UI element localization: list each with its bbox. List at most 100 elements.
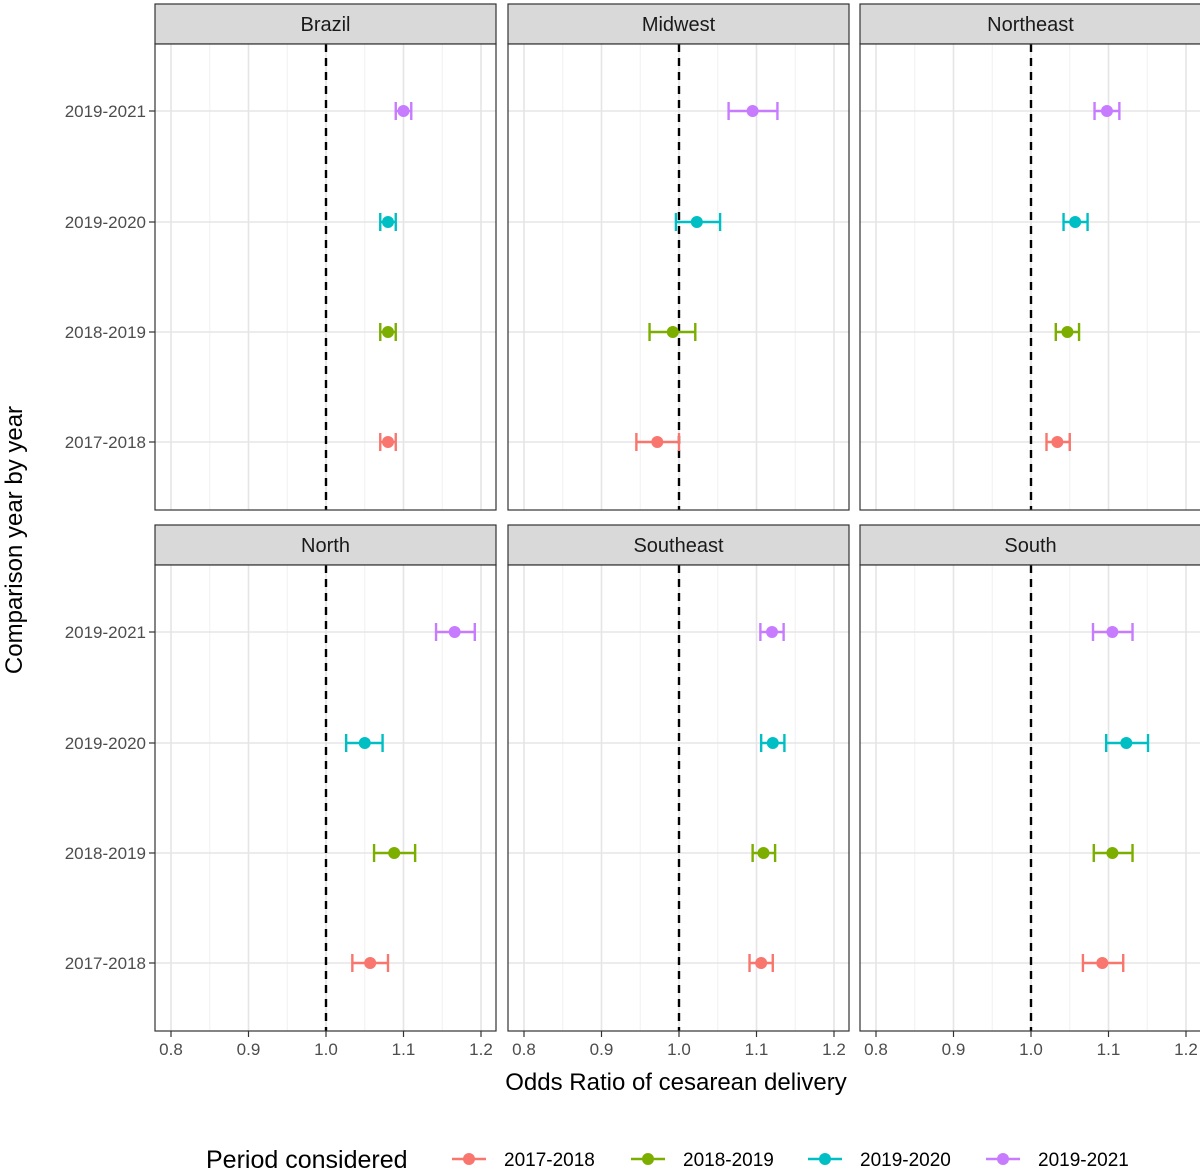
- x-tick-label: 1.2: [469, 1040, 493, 1059]
- panel-border: [154, 43, 497, 511]
- estimate-2017-2018: [635, 433, 681, 451]
- estimate-2019-2020: [379, 213, 397, 231]
- point-estimate: [766, 626, 778, 638]
- estimate-2019-2020: [759, 734, 786, 752]
- legend-label: 2017-2018: [504, 1150, 595, 1171]
- estimate-2017-2018: [748, 954, 774, 972]
- point-estimate: [382, 326, 394, 338]
- point-estimate: [1106, 626, 1119, 638]
- x-tick-label: 1.1: [392, 1040, 416, 1059]
- point-estimate: [388, 847, 401, 859]
- estimate-2019-2021: [434, 623, 476, 641]
- point-estimate: [382, 216, 394, 228]
- x-tick-label: 0.8: [512, 1040, 536, 1059]
- point-estimate: [746, 105, 759, 117]
- y-tick-label: 2017-2018: [65, 433, 146, 452]
- legend-key-2019-2020: 2019-2020: [808, 1150, 951, 1171]
- estimate-2019-2020: [344, 734, 384, 752]
- point-estimate: [1051, 436, 1064, 448]
- estimate-2017-2018: [1081, 954, 1125, 972]
- point-estimate: [448, 626, 461, 638]
- x-tick-label: 1.1: [1097, 1040, 1121, 1059]
- point-estimate: [766, 737, 779, 749]
- x-tick-label: 0.9: [590, 1040, 614, 1059]
- y-tick-label: 2019-2020: [65, 734, 146, 753]
- estimate-2018-2019: [751, 844, 777, 862]
- facet-panels: Brazil 2017-2018 2018-2019 2019-2020 2019-20…: [65, 3, 1200, 1059]
- x-tick-label: 1.1: [745, 1040, 769, 1059]
- y-tick-label: 2018-2019: [65, 844, 146, 863]
- y-tick-label: 2019-2021: [65, 623, 146, 642]
- estimate-2018-2019: [1092, 844, 1134, 862]
- panel-northeast: Northeast: [859, 3, 1200, 511]
- strip-label: South: [1004, 535, 1056, 557]
- point-estimate: [651, 436, 664, 448]
- estimate-2017-2018: [351, 954, 390, 972]
- panel-south: South 0.8 0.9 1.0 1.1 1.2: [859, 524, 1200, 1059]
- legend-point: [463, 1153, 475, 1165]
- strip-background: [154, 3, 497, 45]
- x-tick-label: 1.0: [314, 1040, 338, 1059]
- panel-border: [859, 43, 1200, 511]
- estimate-2018-2019: [648, 323, 697, 341]
- strip-label: Midwest: [642, 14, 716, 36]
- panel-midwest: Midwest: [507, 3, 850, 511]
- legend-title: Period considered: [206, 1146, 408, 1172]
- point-estimate: [397, 105, 410, 117]
- point-estimate: [755, 957, 768, 969]
- y-tick-label: 2019-2020: [65, 213, 146, 232]
- estimate-2019-2021: [1093, 102, 1121, 120]
- x-axis-title: Odds Ratio of cesarean delivery: [505, 1069, 847, 1096]
- estimate-2019-2021: [1091, 623, 1134, 641]
- estimate-2019-2021: [759, 623, 785, 641]
- point-estimate: [757, 847, 770, 859]
- x-tick-label: 1.0: [1019, 1040, 1043, 1059]
- legend-label: 2019-2021: [1038, 1150, 1129, 1171]
- point-estimate: [382, 436, 394, 448]
- strip-label: Southeast: [633, 535, 724, 557]
- strip-background: [859, 3, 1200, 45]
- point-estimate: [1069, 216, 1082, 228]
- estimate-2019-2021: [394, 102, 413, 120]
- strip-label: North: [301, 535, 350, 557]
- point-estimate: [358, 737, 371, 749]
- x-tick-label: 1.2: [822, 1040, 846, 1059]
- strip-background: [507, 524, 850, 566]
- legend-point: [997, 1153, 1009, 1165]
- point-estimate: [690, 216, 703, 228]
- legend: Period considered 2017-2018 2018-2019 2019…: [206, 1146, 1129, 1172]
- legend-point: [642, 1153, 654, 1165]
- strip-background: [507, 3, 850, 45]
- x-tick-label: 0.9: [942, 1040, 966, 1059]
- legend-key-2017-2018: 2017-2018: [452, 1150, 595, 1171]
- x-tick-label: 0.8: [159, 1040, 183, 1059]
- legend-label: 2018-2019: [683, 1150, 774, 1171]
- x-tick-label: 1.0: [667, 1040, 691, 1059]
- estimate-2019-2021: [727, 102, 779, 120]
- panel-brazil: Brazil 2017-2018 2018-2019 2019-2020 2019-20…: [65, 3, 497, 511]
- point-estimate: [364, 957, 377, 969]
- estimate-2018-2019: [1054, 323, 1081, 341]
- x-tick-label: 0.8: [864, 1040, 888, 1059]
- panel-southeast: Southeast 0.8 0.9 1.0 1.1 1.2: [507, 524, 850, 1059]
- y-axis-title: Comparison year by year: [1, 406, 28, 674]
- legend-point: [819, 1153, 831, 1165]
- estimate-2017-2018: [379, 433, 397, 451]
- legend-key-2018-2019: 2018-2019: [631, 1150, 774, 1171]
- strip-label: Northeast: [987, 14, 1074, 36]
- estimate-2018-2019: [379, 323, 397, 341]
- point-estimate: [1100, 105, 1113, 117]
- estimate-2019-2020: [674, 213, 722, 231]
- point-estimate: [1096, 957, 1109, 969]
- x-tick-label: 0.9: [237, 1040, 261, 1059]
- point-estimate: [1106, 847, 1119, 859]
- estimate-2019-2020: [1062, 213, 1089, 231]
- x-tick-label: 1.2: [1174, 1040, 1198, 1059]
- panel-border: [507, 43, 850, 511]
- estimate-2018-2019: [372, 844, 417, 862]
- point-estimate: [1120, 737, 1133, 749]
- legend-key-2019-2021: 2019-2021: [986, 1150, 1129, 1171]
- y-tick-label: 2019-2021: [65, 102, 146, 121]
- panel-north: North 2017-2018 2018-2019 2019-2020 2019-202…: [65, 524, 497, 1059]
